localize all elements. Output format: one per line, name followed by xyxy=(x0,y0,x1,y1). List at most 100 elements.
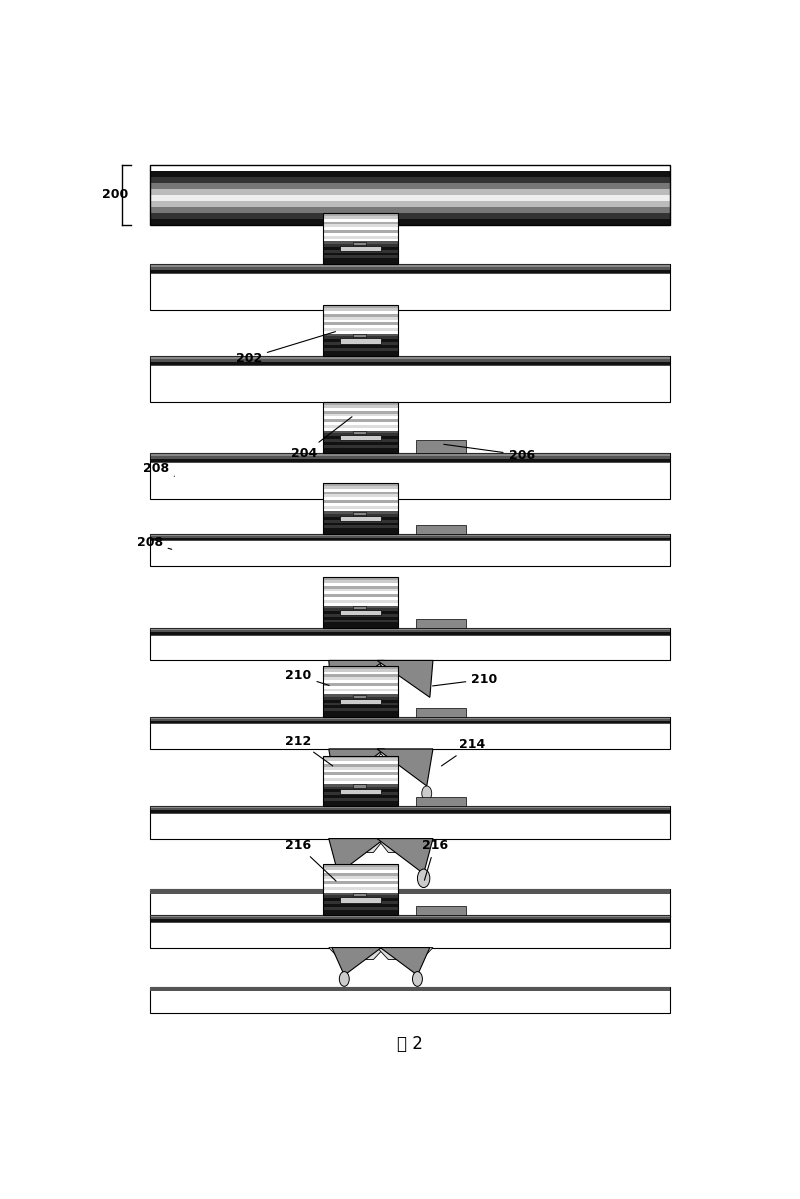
Bar xyxy=(150,459,670,463)
Bar xyxy=(323,586,398,589)
Bar xyxy=(323,529,398,531)
Bar xyxy=(323,329,398,331)
Text: 204: 204 xyxy=(291,417,352,459)
Bar xyxy=(323,451,398,453)
Bar xyxy=(323,755,398,758)
Bar xyxy=(323,483,398,534)
Bar xyxy=(323,776,398,778)
Bar xyxy=(323,420,398,422)
Bar xyxy=(323,308,398,311)
Bar xyxy=(323,253,398,255)
Bar xyxy=(323,904,398,906)
Bar xyxy=(150,536,670,538)
Bar xyxy=(150,987,670,992)
Bar xyxy=(323,333,398,337)
Bar xyxy=(150,806,670,838)
Bar xyxy=(150,987,670,1013)
Text: 216: 216 xyxy=(422,839,448,880)
Bar xyxy=(323,890,398,893)
Bar xyxy=(323,870,398,873)
Bar xyxy=(323,597,398,600)
Bar xyxy=(323,430,398,433)
Bar xyxy=(323,761,398,764)
Polygon shape xyxy=(332,947,382,975)
Bar xyxy=(323,483,398,486)
Bar xyxy=(323,424,398,428)
Polygon shape xyxy=(377,838,433,852)
Bar xyxy=(323,864,398,915)
Bar xyxy=(323,622,398,626)
Bar xyxy=(353,335,366,337)
Bar xyxy=(323,793,398,795)
Bar xyxy=(150,206,670,212)
Bar xyxy=(323,671,398,674)
Text: 206: 206 xyxy=(444,445,534,462)
Bar xyxy=(323,405,398,408)
Polygon shape xyxy=(377,947,433,959)
Circle shape xyxy=(413,971,422,987)
Bar xyxy=(353,607,366,609)
Bar xyxy=(323,517,398,520)
Bar xyxy=(323,350,398,354)
Bar xyxy=(323,411,398,414)
Bar xyxy=(323,213,398,264)
Bar xyxy=(323,711,398,713)
Bar xyxy=(150,629,670,632)
Bar xyxy=(323,902,398,904)
Bar xyxy=(323,224,398,228)
Bar xyxy=(323,414,398,416)
Bar xyxy=(323,764,398,767)
Bar xyxy=(323,531,398,534)
Bar xyxy=(323,578,398,580)
Bar xyxy=(323,317,398,320)
Bar xyxy=(150,456,670,459)
Bar xyxy=(340,517,381,522)
Bar xyxy=(323,772,398,776)
Bar xyxy=(323,608,398,611)
Bar xyxy=(323,674,398,677)
Bar xyxy=(323,881,398,884)
Bar xyxy=(323,354,398,356)
Polygon shape xyxy=(380,947,430,975)
Circle shape xyxy=(422,787,432,801)
Bar xyxy=(150,534,670,536)
Polygon shape xyxy=(377,838,433,874)
Bar xyxy=(323,436,398,439)
Bar xyxy=(323,523,398,525)
Bar xyxy=(323,887,398,890)
Bar xyxy=(323,331,398,333)
Bar xyxy=(416,619,466,628)
Bar xyxy=(323,228,398,230)
Bar xyxy=(323,494,398,498)
Bar xyxy=(150,534,670,566)
Bar xyxy=(323,620,398,622)
Bar xyxy=(323,403,398,453)
Bar xyxy=(416,440,466,453)
Bar xyxy=(340,246,381,252)
Bar xyxy=(323,439,398,442)
Bar xyxy=(150,182,670,188)
Bar xyxy=(323,677,398,680)
Bar xyxy=(323,784,398,787)
Bar xyxy=(416,797,466,806)
Bar xyxy=(323,342,398,345)
Bar xyxy=(323,906,398,910)
Bar xyxy=(353,432,366,434)
Bar xyxy=(340,789,381,794)
Bar xyxy=(323,339,398,342)
Bar xyxy=(323,589,398,591)
Bar xyxy=(150,718,670,721)
Bar xyxy=(150,453,670,456)
Bar xyxy=(323,789,398,793)
Bar xyxy=(323,580,398,583)
Polygon shape xyxy=(377,661,433,698)
Bar xyxy=(340,699,381,704)
Polygon shape xyxy=(329,838,385,874)
Bar xyxy=(150,356,670,403)
Bar xyxy=(323,616,398,620)
Bar xyxy=(323,611,398,614)
Bar xyxy=(416,525,466,534)
Bar xyxy=(150,188,670,194)
Bar xyxy=(323,910,398,912)
Bar xyxy=(150,264,670,311)
